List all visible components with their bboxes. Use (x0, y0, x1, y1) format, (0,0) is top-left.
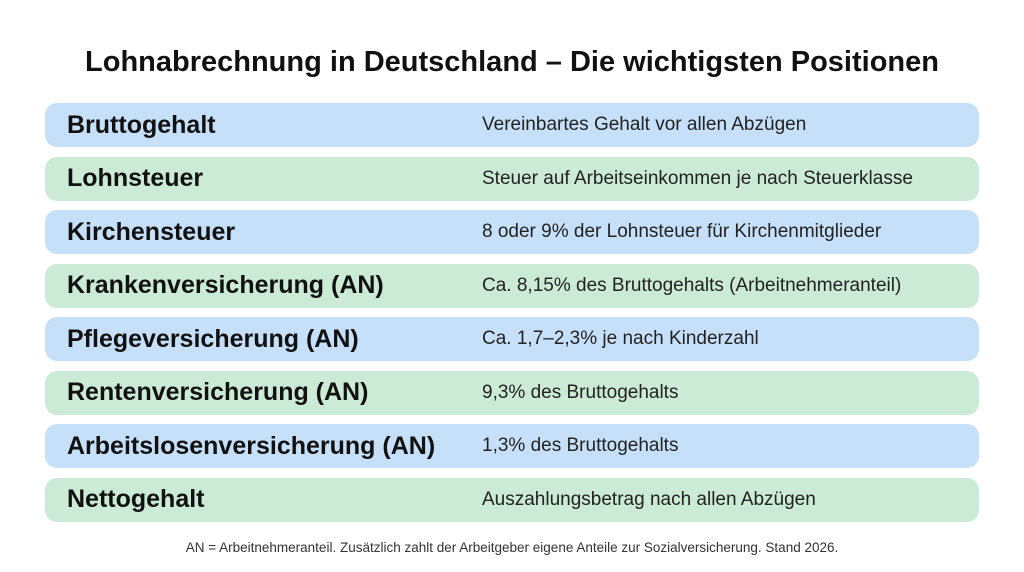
row-term: Bruttogehalt (67, 110, 216, 139)
row-term: Krankenversicherung (AN) (67, 271, 384, 299)
footnote: AN = Arbeitnehmeranteil. Zusätzlich zahl… (185, 540, 839, 555)
row: Lohnsteuer Steuer auf Arbeitseinkommen je… (45, 156, 979, 201)
row: Nettogehalt Auszahlungsbetrag nach allen … (45, 477, 979, 522)
row-term: Nettogehalt (67, 485, 205, 513)
row: Arbeitslosenversicherung (AN) 1,3% des Br… (45, 424, 979, 468)
title: Lohnabrechnung in Deutschland – Die wich… (85, 46, 939, 78)
row: Rentenversicherung (AN) 9,3% des Bruttoge… (45, 370, 979, 415)
row-term: Arbeitslosenversicherung (AN) (67, 431, 436, 460)
row-description: Ca. 1,7–2,3% je nach Kinderzahl (482, 328, 759, 349)
row-description: Auszahlungsbetrag nach allen Abzügen (482, 488, 816, 510)
rows: Bruttogehalt Vereinbartes Gehalt vor alle… (45, 103, 979, 531)
row-description: Steuer auf Arbeitseinkommen je nach Steu… (482, 167, 913, 189)
row-description: 1,3% des Bruttogehalts (482, 435, 679, 456)
row-description: 9,3% des Bruttogehalts (482, 381, 679, 403)
row-term: Lohnsteuer (67, 164, 204, 192)
row-term: Kirchensteuer (67, 217, 236, 246)
row-term: Rentenversicherung (AN) (67, 378, 369, 406)
row: Krankenversicherung (AN) Ca. 8,15% des Br… (45, 263, 979, 308)
row-term: Pflegeversicherung (AN) (67, 324, 359, 353)
row-description: Ca. 8,15% des Bruttogehalts (Arbeitnehme… (482, 274, 902, 296)
row-description: 8 oder 9% der Lohnsteuer für Kirchenmitg… (482, 221, 882, 242)
row: Pflegeversicherung (AN) Ca. 1,7–2,3% je n… (45, 317, 979, 361)
row-description: Vereinbartes Gehalt vor allen Abzügen (482, 114, 807, 135)
row: Bruttogehalt Vereinbartes Gehalt vor alle… (45, 103, 979, 147)
row: Kirchensteuer 8 oder 9% der Lohnsteuer fü… (45, 210, 979, 254)
